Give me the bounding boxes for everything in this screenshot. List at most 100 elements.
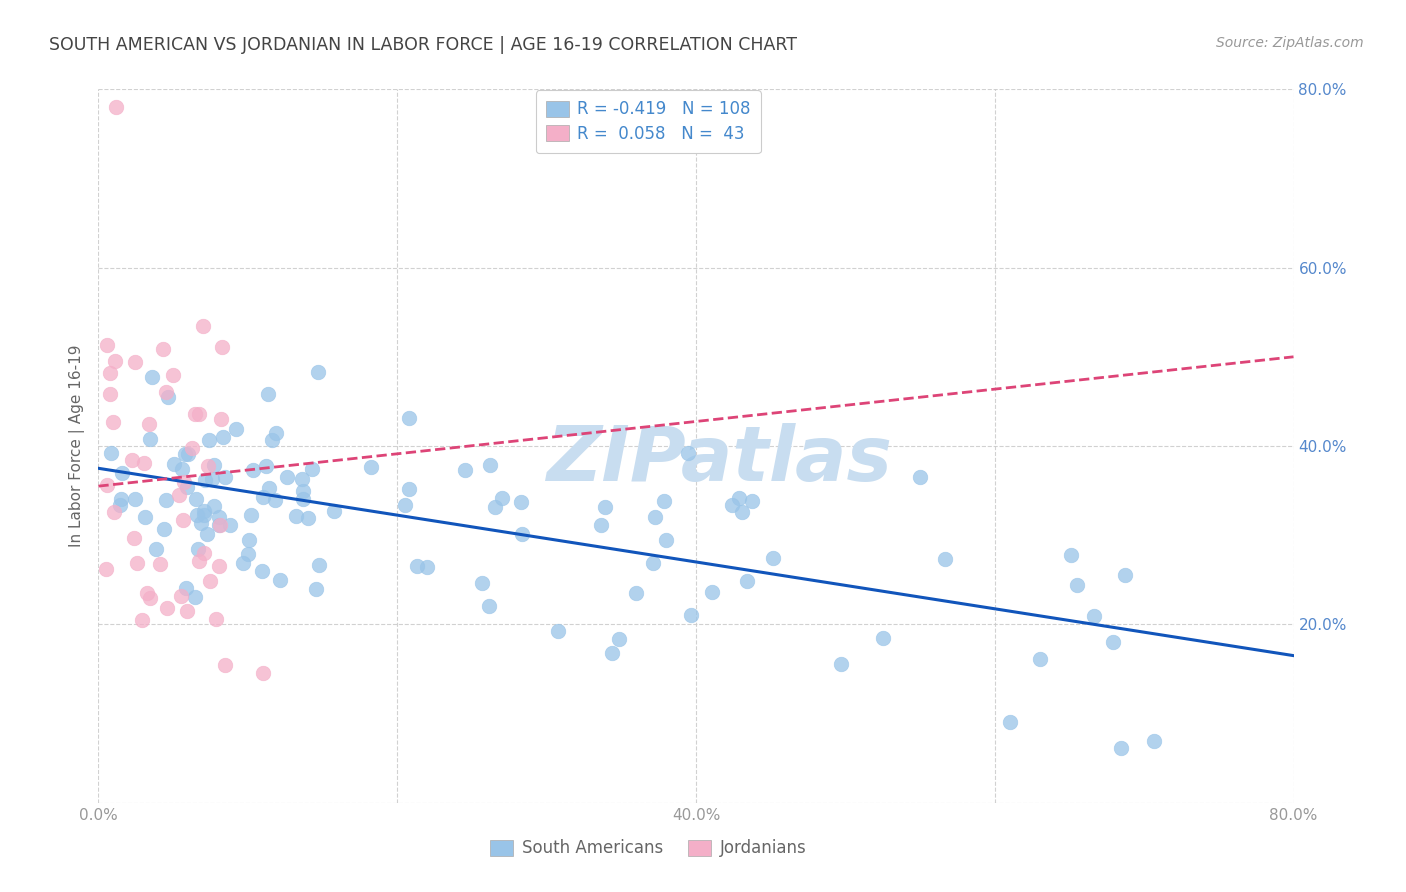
Text: Source: ZipAtlas.com: Source: ZipAtlas.com xyxy=(1216,36,1364,50)
Point xyxy=(676,446,699,460)
Point xyxy=(209,412,232,426)
Point xyxy=(193,504,215,518)
Point xyxy=(96,477,118,491)
Point xyxy=(908,470,931,484)
Point xyxy=(478,599,501,614)
Point xyxy=(201,472,224,486)
Point xyxy=(305,582,328,597)
Point xyxy=(138,417,160,431)
Point xyxy=(172,462,194,476)
Point xyxy=(211,430,233,444)
Point xyxy=(1060,548,1083,562)
Point xyxy=(624,586,647,600)
Point xyxy=(208,517,231,532)
Point xyxy=(252,666,274,681)
Point xyxy=(454,463,477,477)
Point xyxy=(149,557,172,571)
Point xyxy=(191,318,214,333)
Point xyxy=(478,458,501,472)
Point xyxy=(934,551,956,566)
Point xyxy=(141,370,163,384)
Point xyxy=(134,509,156,524)
Point xyxy=(187,554,209,568)
Point xyxy=(510,495,533,509)
Point xyxy=(193,546,215,560)
Point xyxy=(98,366,121,380)
Point xyxy=(98,387,121,401)
Point xyxy=(173,475,195,489)
Point xyxy=(167,488,190,502)
Point xyxy=(132,457,155,471)
Point xyxy=(174,582,197,596)
Point xyxy=(762,551,785,566)
Point xyxy=(208,558,231,573)
Point xyxy=(1083,608,1105,623)
Point xyxy=(238,547,260,561)
Point xyxy=(172,513,194,527)
Legend: South Americans, Jordanians: South Americans, Jordanians xyxy=(482,831,814,866)
Point xyxy=(219,517,242,532)
Point xyxy=(200,574,222,588)
Point xyxy=(110,492,132,507)
Point xyxy=(398,483,420,497)
Point xyxy=(187,407,209,421)
Point xyxy=(291,484,314,499)
Point xyxy=(193,508,215,522)
Point xyxy=(194,473,217,487)
Point xyxy=(727,491,749,505)
Point xyxy=(471,576,494,591)
Point xyxy=(204,500,226,514)
Point xyxy=(108,498,131,512)
Point xyxy=(285,508,308,523)
Point xyxy=(644,510,666,524)
Point xyxy=(731,505,754,519)
Point xyxy=(111,466,134,480)
Point xyxy=(145,541,167,556)
Point xyxy=(269,574,291,588)
Point xyxy=(170,589,193,603)
Point xyxy=(163,457,186,471)
Point xyxy=(153,522,176,536)
Point xyxy=(197,459,219,474)
Point xyxy=(136,586,159,600)
Point xyxy=(139,591,162,605)
Point xyxy=(124,355,146,369)
Point xyxy=(721,498,744,512)
Point xyxy=(830,657,852,671)
Point xyxy=(156,601,179,615)
Point xyxy=(291,491,314,506)
Point xyxy=(250,565,273,579)
Point xyxy=(239,508,262,522)
Point xyxy=(1143,734,1166,748)
Point xyxy=(998,714,1021,729)
Point xyxy=(104,354,127,368)
Point xyxy=(242,463,264,477)
Point xyxy=(264,425,287,440)
Point xyxy=(195,527,218,541)
Point xyxy=(190,516,212,531)
Point xyxy=(155,385,177,400)
Point xyxy=(176,479,198,493)
Point xyxy=(308,558,330,572)
Point xyxy=(1066,578,1088,592)
Point xyxy=(291,472,314,486)
Point xyxy=(652,494,675,508)
Point xyxy=(209,518,232,533)
Y-axis label: In Labor Force | Age 16-19: In Labor Force | Age 16-19 xyxy=(69,344,86,548)
Point xyxy=(238,533,260,547)
Point xyxy=(737,574,759,589)
Point xyxy=(307,365,329,379)
Point xyxy=(301,462,323,476)
Point xyxy=(741,493,763,508)
Point xyxy=(174,446,197,460)
Point xyxy=(416,560,439,574)
Point xyxy=(484,500,506,514)
Point xyxy=(681,608,703,623)
Point xyxy=(121,452,143,467)
Point xyxy=(152,342,174,356)
Point xyxy=(297,510,319,524)
Point xyxy=(360,460,382,475)
Point xyxy=(155,492,177,507)
Point xyxy=(181,441,204,455)
Point xyxy=(1109,740,1132,755)
